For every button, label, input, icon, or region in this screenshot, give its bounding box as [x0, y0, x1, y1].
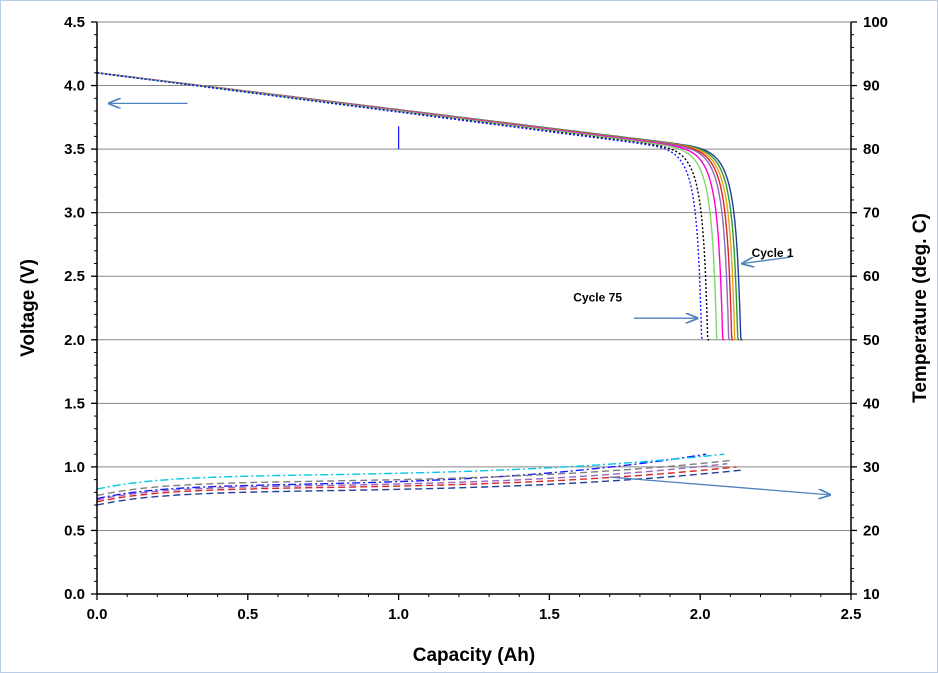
y-tick-label: 3.5 — [64, 141, 85, 158]
y-tick-label: 2.0 — [64, 332, 85, 349]
gridlines — [97, 21, 851, 595]
x-tick-label: 1.5 — [539, 606, 560, 623]
y-tick-label: 1.0 — [64, 459, 85, 476]
y2-axis-title: Temperature (deg. C) — [910, 213, 931, 403]
annotation-label: Cycle 75 — [573, 291, 622, 305]
x-tick-label: 2.0 — [690, 606, 711, 623]
x-tick-label: 0.5 — [237, 606, 258, 623]
y2-tick-label: 80 — [863, 141, 880, 158]
x-axis-title: Capacity (Ah) — [413, 645, 535, 666]
y2-tick-label: 70 — [863, 205, 880, 222]
temperature-series-line — [96, 453, 725, 490]
y-tick-label: 4.5 — [64, 14, 85, 31]
y2-tick-label: 50 — [863, 332, 880, 349]
cycle-1-arrow — [742, 256, 791, 263]
annotations: Cycle 1 Cycle 75 — [109, 103, 830, 495]
x-tick-label: 0.0 — [87, 606, 108, 623]
x-tick-label: 1.0 — [388, 606, 409, 623]
voltage-series-line — [96, 72, 704, 341]
y2-tick-label: 100 — [863, 14, 888, 31]
y2-tick-label: 90 — [863, 78, 880, 95]
y-tick-label: 3.0 — [64, 205, 85, 222]
x-tick-label: 2.5 — [841, 606, 862, 623]
temperature-series-line — [96, 466, 737, 503]
axes: 0.0 0.5 1.0 1.5 2.0 2.5 3.0 3.5 4.0 4.5 10 20 30 40 50… — [64, 14, 888, 623]
y-tick-label: 0.0 — [64, 586, 85, 603]
annotation-label: Cycle 1 — [752, 246, 794, 260]
y-axis-title: Voltage (V) — [18, 259, 39, 357]
y2-tick-label: 60 — [863, 268, 880, 285]
y-tick-label: 0.5 — [64, 522, 85, 539]
temperature-axis-arrow — [609, 476, 830, 495]
y-tick-label: 2.5 — [64, 268, 85, 285]
temperature-series-line — [96, 459, 731, 497]
temperature-series-line — [96, 463, 728, 501]
temperature-series-line — [96, 453, 707, 500]
y2-tick-label: 10 — [863, 586, 880, 603]
voltage-series-line — [96, 72, 719, 341]
plot-area — [96, 72, 743, 506]
y2-tick-label: 20 — [863, 522, 880, 539]
y2-tick-label: 40 — [863, 395, 880, 412]
y2-tick-label: 30 — [863, 459, 880, 476]
y-tick-label: 4.0 — [64, 78, 85, 95]
y-tick-label: 1.5 — [64, 395, 85, 412]
temperature-series-line — [96, 469, 743, 506]
